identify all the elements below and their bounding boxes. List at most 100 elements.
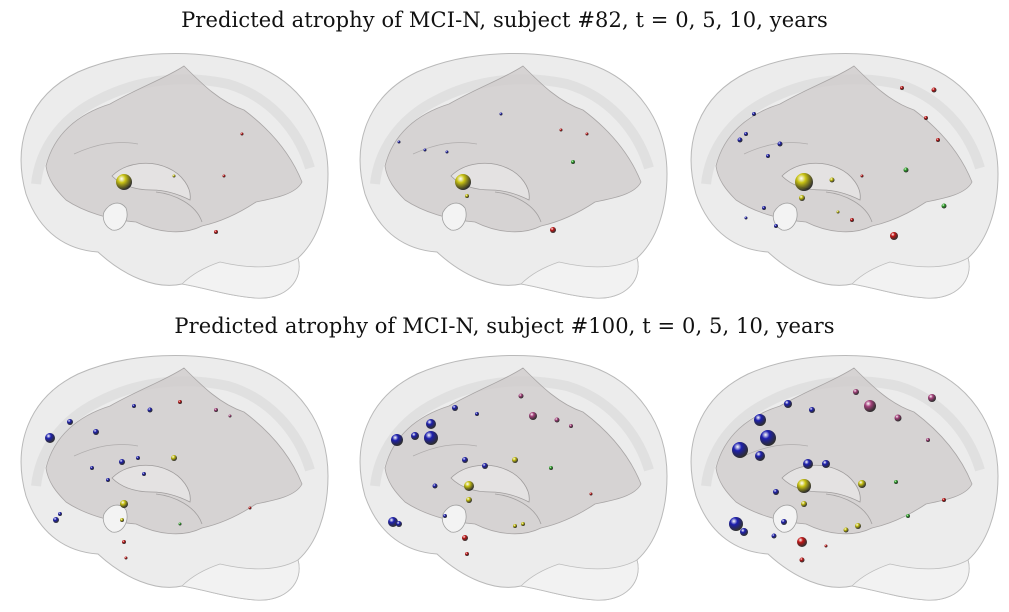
- atrophy-sphere-blue: [744, 216, 748, 220]
- atrophy-sphere-red: [462, 535, 468, 541]
- atrophy-sphere-magenta: [864, 400, 876, 412]
- atrophy-sphere-red: [924, 116, 928, 120]
- atrophy-sphere-red: [559, 128, 563, 132]
- atrophy-sphere-yellow: [521, 522, 525, 526]
- hippocampus-region: [102, 202, 128, 231]
- atrophy-sphere-yellow: [465, 194, 469, 198]
- atrophy-sphere-green: [906, 514, 910, 518]
- atrophy-sphere-blue: [424, 431, 438, 445]
- atrophy-sphere-blue: [774, 224, 778, 228]
- atrophy-sphere-red: [799, 557, 805, 563]
- hippocampus-region: [772, 504, 798, 533]
- atrophy-sphere-magenta: [554, 417, 560, 423]
- atrophy-sphere-magenta: [214, 408, 218, 412]
- atrophy-sphere-magenta: [228, 414, 232, 418]
- atrophy-sphere-yellow: [799, 195, 805, 201]
- atrophy-sphere-blue: [737, 137, 743, 143]
- atrophy-sphere-blue: [740, 528, 748, 536]
- atrophy-sphere-blue: [729, 517, 743, 531]
- atrophy-sphere-yellow: [843, 527, 849, 533]
- atrophy-sphere-blue: [411, 432, 419, 440]
- atrophy-sphere-blue: [90, 466, 94, 470]
- atrophy-sphere-yellow: [513, 524, 517, 528]
- atrophy-sphere-blue: [482, 463, 488, 469]
- atrophy-sphere-red: [124, 556, 128, 560]
- atrophy-sphere-blue: [452, 405, 458, 411]
- atrophy-sphere-yellow: [171, 455, 177, 461]
- atrophy-sphere-yellow: [836, 210, 840, 214]
- atrophy-sphere-magenta: [529, 412, 537, 420]
- atrophy-sphere-yellow: [858, 480, 866, 488]
- atrophy-sphere-yellow: [120, 518, 124, 522]
- row-1-title: Predicted atrophy of MCI-N, subject #82,…: [181, 8, 828, 32]
- atrophy-sphere-red: [797, 537, 807, 547]
- atrophy-sphere-yellow: [455, 174, 471, 190]
- atrophy-sphere-green: [941, 203, 947, 209]
- atrophy-sphere-red: [860, 174, 864, 178]
- atrophy-sphere-blue: [45, 433, 55, 443]
- atrophy-sphere-red: [936, 138, 940, 142]
- atrophy-sphere-blue: [58, 512, 62, 516]
- atrophy-sphere-blue: [53, 517, 59, 523]
- atrophy-sphere-green: [549, 466, 553, 470]
- atrophy-sphere-blue: [766, 154, 770, 158]
- atrophy-sphere-yellow: [795, 173, 813, 191]
- atrophy-sphere-red: [931, 87, 937, 93]
- brain-render: [359, 53, 668, 299]
- atrophy-sphere-magenta: [928, 394, 936, 402]
- atrophy-sphere-yellow: [829, 177, 835, 183]
- atrophy-sphere-blue: [147, 407, 153, 413]
- atrophy-sphere-blue: [388, 517, 398, 527]
- atrophy-sphere-yellow: [172, 174, 176, 178]
- atrophy-sphere-blue: [755, 451, 765, 461]
- brain-render: [690, 53, 999, 299]
- atrophy-sphere-blue: [771, 533, 777, 539]
- atrophy-sphere-yellow: [797, 479, 811, 493]
- brain-render: [690, 355, 999, 601]
- brain-surface: [690, 355, 999, 601]
- atrophy-sphere-blue: [754, 414, 766, 426]
- brain-panel-subject-82-t0: [6, 44, 339, 304]
- atrophy-sphere-yellow: [855, 523, 861, 529]
- brain-surface: [690, 53, 999, 299]
- atrophy-sphere-blue: [777, 141, 783, 147]
- atrophy-sphere-magenta: [926, 438, 930, 442]
- atrophy-sphere-blue: [443, 514, 447, 518]
- row-2-title: Predicted atrophy of MCI-N, subject #100…: [174, 314, 835, 338]
- hippocampus-region: [441, 202, 467, 231]
- atrophy-sphere-magenta: [569, 424, 573, 428]
- atrophy-sphere-yellow: [120, 500, 128, 508]
- hippocampus-region: [102, 504, 128, 533]
- atrophy-sphere-blue: [809, 407, 815, 413]
- atrophy-sphere-green: [903, 167, 909, 173]
- atrophy-sphere-green: [178, 522, 182, 526]
- brain-panel-subject-82-t10: [676, 44, 1009, 304]
- atrophy-sphere-red: [214, 230, 218, 234]
- atrophy-sphere-blue: [432, 483, 438, 489]
- atrophy-sphere-red: [222, 174, 226, 178]
- atrophy-sphere-blue: [396, 521, 402, 527]
- brain-surface: [359, 355, 668, 601]
- atrophy-sphere-blue: [732, 442, 748, 458]
- atrophy-sphere-blue: [462, 457, 468, 463]
- atrophy-sphere-red: [178, 400, 182, 404]
- atrophy-sphere-blue: [426, 419, 436, 429]
- brain-panel-subject-100-t10: [676, 346, 1009, 606]
- atrophy-sphere-red: [890, 232, 898, 240]
- atrophy-sphere-magenta: [518, 393, 524, 399]
- brain-render: [359, 355, 668, 601]
- hippocampus-region: [772, 202, 798, 231]
- atrophy-sphere-yellow: [466, 497, 472, 503]
- atrophy-sphere-blue: [752, 112, 756, 116]
- atrophy-sphere-red: [240, 132, 244, 136]
- atrophy-sphere-blue: [132, 404, 136, 408]
- brain-panel-subject-100-t0: [6, 346, 339, 606]
- atrophy-sphere-blue: [784, 400, 792, 408]
- brain-panel-subject-82-t5: [345, 44, 678, 304]
- brain-panel-subject-100-t5: [345, 346, 678, 606]
- atrophy-sphere-blue: [136, 456, 140, 460]
- atrophy-sphere-blue: [391, 434, 403, 446]
- atrophy-sphere-red: [248, 506, 252, 510]
- atrophy-sphere-blue: [475, 412, 479, 416]
